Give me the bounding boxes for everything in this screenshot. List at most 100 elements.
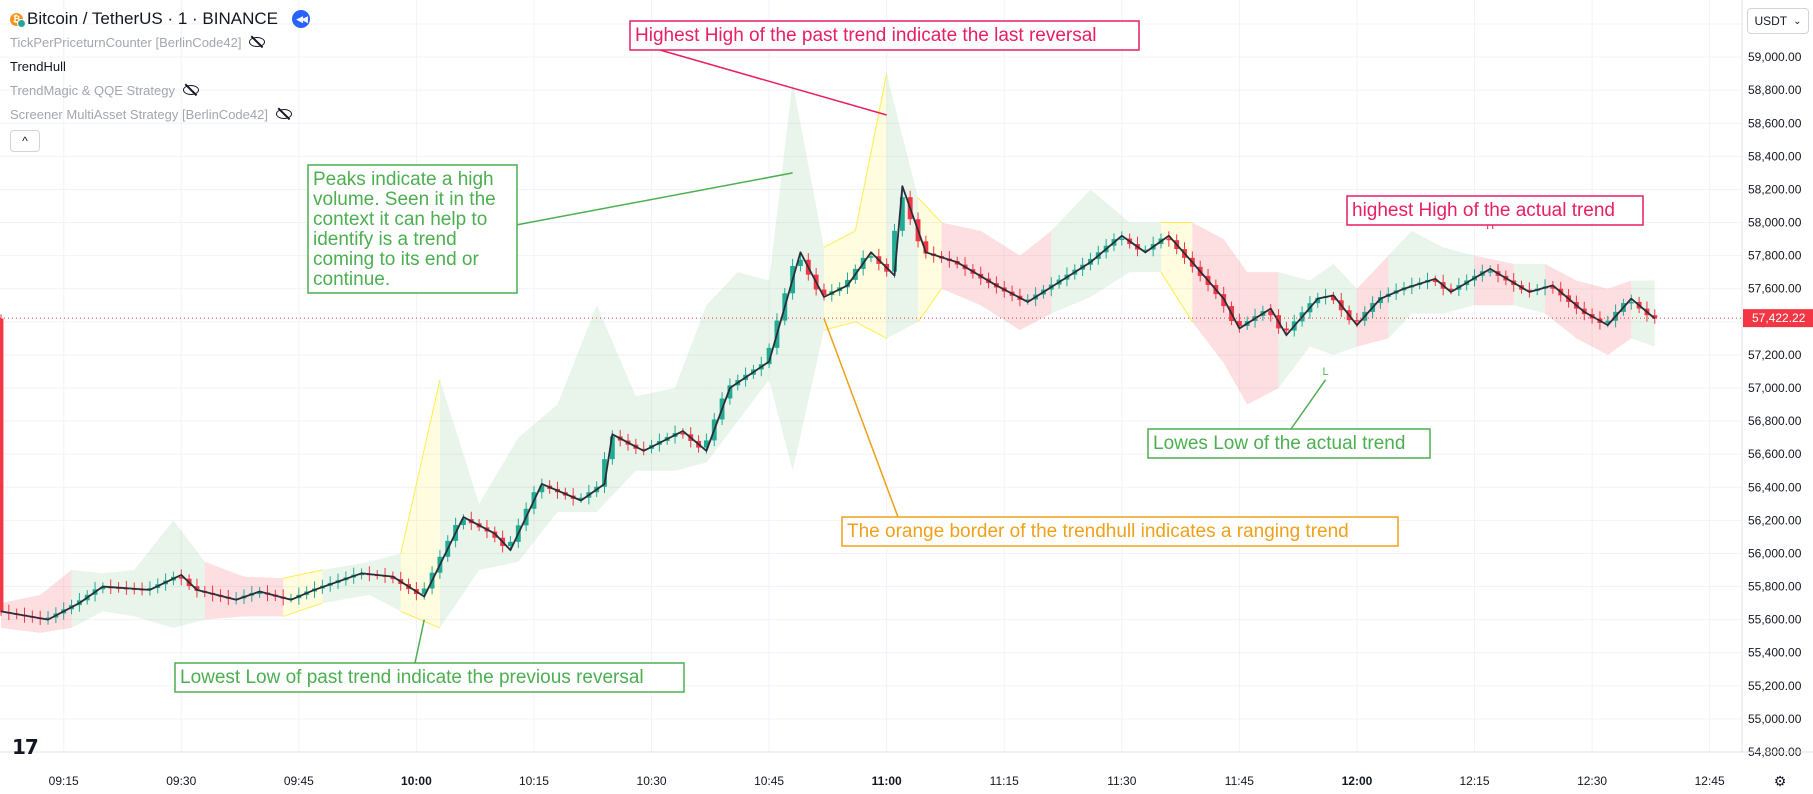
price-tick-label: 55,000.00 xyxy=(1748,712,1802,726)
hull-segment-down xyxy=(1019,230,1052,331)
candle-up xyxy=(1605,320,1611,323)
time-tick-label: 11:45 xyxy=(1225,774,1254,788)
annotation-2: highest High of the actual trend xyxy=(1346,195,1644,226)
time-tick-label: 09:30 xyxy=(166,774,196,788)
tradingview-logo[interactable]: 17 xyxy=(12,735,39,759)
price-tick-label: 56,600.00 xyxy=(1748,447,1802,461)
time-tick-label: 10:00 xyxy=(401,774,432,788)
candle-up xyxy=(539,485,545,493)
currency-selector[interactable]: USDT ⌄ xyxy=(1747,8,1809,34)
candle-up xyxy=(359,573,364,576)
hull-segment-down xyxy=(1,594,41,633)
collapse-legend-button[interactable]: ^ xyxy=(10,130,40,152)
price-tick-label: 55,800.00 xyxy=(1748,580,1802,594)
hull-segment-up xyxy=(1309,263,1334,355)
bitcoin-icon: ₿ xyxy=(10,12,26,28)
eye-off-icon[interactable] xyxy=(275,109,292,119)
hull-segment-up xyxy=(102,570,135,617)
price-tick-label: 56,800.00 xyxy=(1748,414,1802,428)
price-tick-label: 55,600.00 xyxy=(1748,613,1802,627)
candle-up xyxy=(147,587,153,590)
candle-down xyxy=(178,576,184,579)
candle-down xyxy=(1354,320,1360,322)
candle-up xyxy=(1025,299,1031,301)
hull-segment-range xyxy=(400,379,440,628)
symbol-title: Bitcoin / TetherUS · 1 · BINANCE xyxy=(27,9,278,28)
symbol-header[interactable]: ₿ Bitcoin / TetherUS · 1 · BINANCE ◀◀ xyxy=(10,8,340,30)
hull-segment-down xyxy=(1192,222,1224,364)
candle-down xyxy=(1166,238,1172,241)
hull-border-range xyxy=(400,379,441,554)
time-tick-label: 12:15 xyxy=(1459,774,1489,788)
candle-up xyxy=(766,347,772,365)
indicator-screener-multiasset[interactable]: Screener MultiAsset Strategy [BerlinCode… xyxy=(10,102,340,126)
candle-up xyxy=(1378,297,1383,304)
hull-segment-up xyxy=(439,379,480,628)
hull-segment-up xyxy=(706,272,738,463)
candle-down xyxy=(1236,320,1242,326)
time-tick-label: 12:30 xyxy=(1577,774,1607,788)
candle-up xyxy=(100,586,106,590)
eye-off-icon[interactable] xyxy=(182,85,199,95)
hull-border-range xyxy=(400,610,441,629)
hull-segment-up xyxy=(1388,230,1412,339)
gear-icon[interactable]: ⚙ xyxy=(1773,772,1787,789)
time-tick-label: 11:15 xyxy=(990,774,1019,788)
price-axis: 54,800.0055,000.0055,200.0055,400.0055,6… xyxy=(1741,0,1813,759)
time-tick-label: 11:00 xyxy=(872,774,902,788)
hull-border-range xyxy=(1160,271,1193,323)
price-tick-label: 59,000.00 xyxy=(1748,50,1802,64)
hull-segment-up xyxy=(134,520,174,628)
annotation-pointer xyxy=(414,619,425,664)
marker-h: H xyxy=(1486,220,1494,232)
eye-off-icon[interactable] xyxy=(249,37,266,47)
annotation-4: The orange border of the trendhull indic… xyxy=(823,318,1399,547)
price-tick-label: 55,400.00 xyxy=(1748,646,1802,660)
price-tick-label: 56,200.00 xyxy=(1748,513,1802,527)
marker-l: L xyxy=(1323,366,1329,378)
annotation-pointer xyxy=(659,49,887,116)
indicator-tickperpriceturncounter[interactable]: TickPerPriceturnCounter [BerlinCode42] xyxy=(10,30,340,54)
indicator-label: TrendMagic & QQE Strategy xyxy=(10,82,175,98)
hull-segment-down xyxy=(1607,280,1632,355)
candle-up xyxy=(1119,238,1125,241)
indicator-trendhull[interactable]: TrendHull xyxy=(10,54,340,78)
time-axis: 09:15 09:30 09:45 10:00 10:15 10:30 10:45 11:00… xyxy=(0,751,1813,788)
candle-up xyxy=(1315,297,1321,304)
hull-segment-up xyxy=(173,520,205,628)
annotation-pointer xyxy=(823,318,899,518)
candle-down xyxy=(1331,296,1336,301)
time-tick-label: 11:30 xyxy=(1107,774,1136,788)
candle-down xyxy=(1652,315,1658,319)
annotation-text: highest High of the actual trend xyxy=(1352,200,1615,221)
hull-segment-up xyxy=(479,437,519,570)
time-tick-label: 10:30 xyxy=(637,774,667,788)
replay-icon[interactable]: ◀◀ xyxy=(292,10,310,28)
hull-border-range xyxy=(823,230,856,248)
hull-border-range xyxy=(917,197,942,223)
hull-border-range xyxy=(917,288,942,323)
candle-down xyxy=(1283,328,1289,331)
hull-border-range xyxy=(855,321,887,339)
hull-segment-up xyxy=(1631,280,1655,347)
candle-up xyxy=(868,256,874,258)
annotation-box xyxy=(307,164,518,294)
indicator-trendmagic-qqe[interactable]: TrendMagic & QQE Strategy xyxy=(10,78,340,102)
annotation-text: Lowest Low of past trend indicate the pr… xyxy=(180,667,644,688)
candle-up xyxy=(892,230,897,272)
time-tick-label: 10:15 xyxy=(519,774,549,788)
annotation-pointer xyxy=(515,172,793,226)
annotation-pointer xyxy=(1290,379,1327,430)
annotation-box xyxy=(174,662,685,693)
price-tick-label: 57,000.00 xyxy=(1748,381,1802,395)
chart-grid xyxy=(0,0,1742,753)
annotation-box xyxy=(1346,195,1644,226)
trend-zigzag xyxy=(0,185,1656,621)
hull-segment-down xyxy=(1247,272,1279,405)
trend-hull xyxy=(1,73,1655,633)
time-tick-label: 09:45 xyxy=(284,774,314,788)
price-tick-label: 57,800.00 xyxy=(1748,249,1802,263)
time-tick-label: 12:00 xyxy=(1342,774,1373,788)
candle-up xyxy=(602,459,607,487)
